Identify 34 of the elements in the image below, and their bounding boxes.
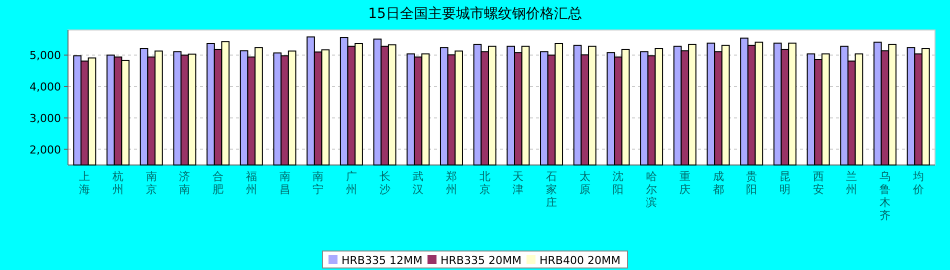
x-tick-label: 重庆 [679, 170, 690, 196]
x-tick-label: 昆明 [779, 170, 790, 196]
x-tick-label: 天津 [512, 170, 524, 196]
x-tick-label: 合肥 [212, 170, 224, 196]
x-tick-label: 郑州 [446, 170, 457, 196]
x-tick-label: 福州 [246, 170, 257, 196]
y-tick-label: 2,000 [30, 143, 61, 156]
y-tick-label: 4,000 [30, 80, 61, 94]
x-tick-label: 哈尔滨 [646, 170, 658, 209]
x-tick-label: 济南 [179, 170, 190, 196]
x-tick-label: 均价 [912, 170, 924, 196]
x-tick-label: 兰州 [846, 170, 858, 196]
legend-label: HRB400 20MM [540, 254, 620, 267]
x-tick-label: 杭州 [112, 170, 124, 196]
x-tick-label: 南京 [146, 170, 157, 196]
x-tick-label: 乌鲁木齐 [879, 170, 890, 222]
legend-label: HRB335 20MM [440, 254, 522, 267]
x-tick-label: 广州 [346, 170, 357, 196]
y-tick-label: 5,000 [30, 49, 61, 62]
x-tick-label: 武汉 [412, 170, 424, 196]
y-tick-label: 3,000 [30, 112, 61, 125]
x-tick-label: 成都 [712, 170, 724, 196]
x-tick-label: 上海 [79, 170, 90, 196]
x-tick-label: 石家庄 [546, 170, 558, 209]
x-tick-label: 太原 [579, 170, 590, 196]
x-tick-label: 南昌 [279, 170, 290, 196]
x-tick-label: 北京 [479, 170, 490, 196]
x-tick-label: 南宁 [312, 170, 324, 196]
x-tick-label: 西安 [812, 170, 824, 196]
x-tick-label: 长沙 [379, 170, 390, 196]
x-tick-label: 贵阳 [746, 170, 758, 196]
x-tick-label: 沈阳 [612, 170, 624, 196]
legend-label: HRB335 12MM [342, 254, 422, 267]
chart-title: 15日全国主要城市螺纹钢价格汇总 [368, 6, 582, 22]
